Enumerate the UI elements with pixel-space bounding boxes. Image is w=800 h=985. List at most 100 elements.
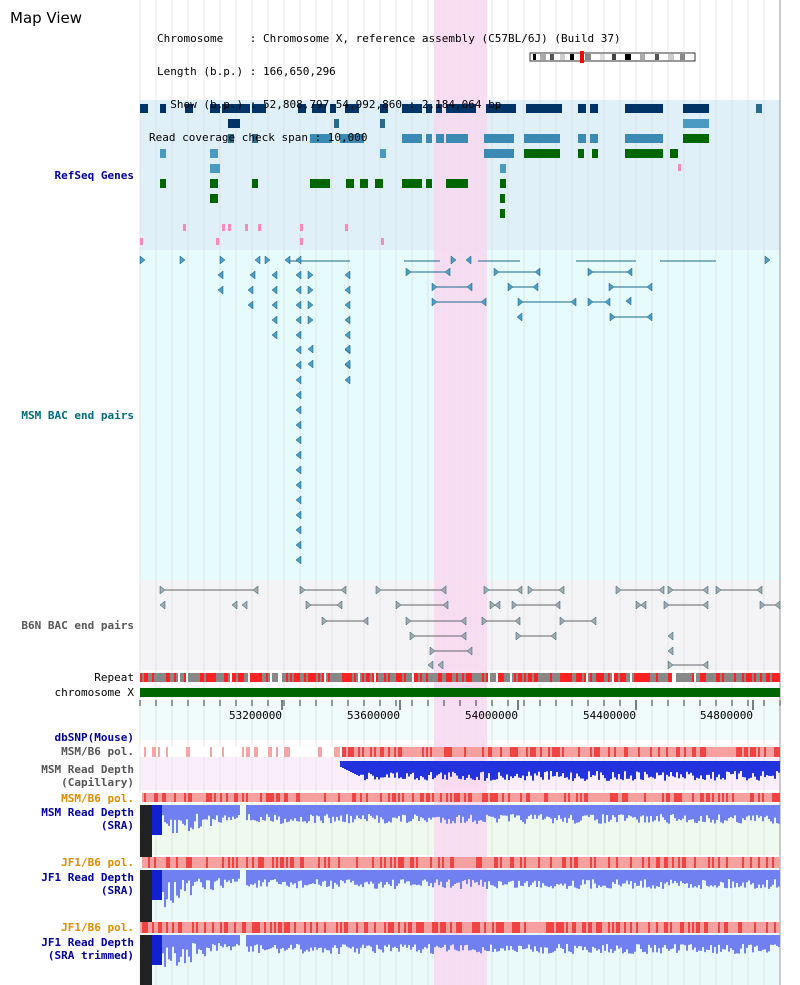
gene-block [252,179,258,188]
jf1-sra-depth-bar [260,870,262,887]
msm-sra-depth-bar [390,805,392,823]
jf1-sra-depth-bar [640,870,642,881]
jf1-b6-pol-strip-2 [238,922,240,933]
jf1-sra-depth-bar [350,870,352,883]
msm-sra-depth-bar [310,805,312,815]
track-label-msm-bac[interactable]: MSM BAC end pairs [21,409,134,422]
jf1-b6-pol-strip-2 [200,922,202,933]
jf1-sra-depth-bar [210,870,212,890]
msm-sra-depth-bar [762,805,764,822]
msm-capillary-depth-bar [694,761,696,781]
msm-capillary-depth-bar [712,761,714,772]
jf1-trim-depth-bar [218,935,220,944]
jf1-b6-pol-strip-2 [644,922,646,933]
jf1-b6-pol-strip-1 [632,857,634,868]
jf1-b6-pol-strip-2 [556,922,558,933]
gene-block [330,104,336,113]
jf1-b6-pol-strip-1 [674,857,676,868]
msm-sra-depth-bar [214,805,216,820]
ideogram-band [550,54,554,60]
jf1-b6-pol-strip-2 [720,922,722,933]
track-label-msm-b6-pol-1[interactable]: MSM/B6 pol. [61,745,134,758]
msm-capillary-depth-bar [710,761,712,779]
msm-sra-depth-bar [202,805,204,820]
track-label-jf1-b6-pol-1[interactable]: JF1/B6 pol. [61,856,134,869]
repeat-segment [468,673,470,682]
track-label-dbsnp[interactable]: dbSNP(Mouse) [54,731,134,744]
track-label-refseq[interactable]: RefSeq Genes [54,169,134,182]
jf1-b6-pol-strip-2 [144,922,146,933]
jf1-trim-depth-bar [570,935,572,953]
msm-sra-depth-bar [540,805,542,815]
b6n-bac-end [590,616,597,626]
msm-sra-depth-bar [420,805,422,818]
track-label-jf1-depth-trim[interactable]: JF1 Read Depth [41,936,134,949]
repeat-gap [586,673,588,682]
jf1-b6-pol-strip-2 [354,922,356,933]
jf1-trim-depth-bar [208,935,210,949]
ruler-label: 54400000 [583,709,636,722]
jf1-trim-depth-bar [254,935,256,946]
msm-capillary-depth-bar [718,761,720,775]
b6n-bac-end [442,600,449,610]
jf1-sra-depth-bar [278,870,280,885]
msm-b6-pol-strip-1 [440,747,442,757]
msm-sra-depth-bar [340,805,342,816]
msm-b6-pol-strip-2 [232,793,234,802]
msm-b6-pol-strip-1 [254,747,256,757]
jf1-trim-depth-bar [202,935,204,954]
msm-bac-end [295,555,302,565]
msm-b6-pol-strip-2 [598,793,600,802]
gene-block [683,134,709,143]
jf1-sra-depth-bar [676,870,678,883]
jf1-b6-pol-strip-1 [196,857,198,868]
jf1-b6-pol-strip-2 [290,922,292,933]
jf1-b6-pol-strip-2 [266,922,268,933]
jf1-trim-depth-bar [560,935,562,948]
jf1-b6-pol-strip-2 [146,922,148,933]
jf1-sra-depth-bar [564,870,566,884]
track-label-jf1-b6-pol-2[interactable]: JF1/B6 pol. [61,921,134,934]
msm-sra-depth-bar [304,805,306,822]
msm-b6-pol-strip-1 [678,747,680,757]
msm-capillary-depth-bar [642,761,644,780]
track-label-jf1-depth-sra[interactable]: JF1 Read Depth [41,871,134,884]
track-label-msm-b6-pol-2[interactable]: MSM/B6 pol. [61,792,134,805]
jf1-sra-depth-bar [164,870,166,908]
track-label-msm-depth-sra[interactable]: MSM Read Depth [41,806,134,819]
msm-b6-pol-strip-2 [218,793,220,802]
jf1-b6-pol-strip-1 [678,857,680,868]
track-label-msm-depth-cap[interactable]: MSM Read Depth [41,763,134,776]
jf1-b6-pol-strip-2 [744,922,746,933]
msm-sra-depth-bar [334,805,336,822]
jf1-sra-depth-bar [246,870,248,886]
track-label-b6n-bac[interactable]: B6N BAC end pairs [21,619,134,632]
jf1-sra-depth-bar [684,870,686,884]
jf1-b6-pol-strip-1 [206,857,208,868]
jf1-trim-depth-bar [396,935,398,948]
msm-capillary-depth-bar [488,761,490,774]
jf1-b6-pol-strip-2 [646,922,648,933]
msm-b6-pol-strip-2 [434,793,436,802]
msm-b6-pol-strip-1 [150,747,152,757]
track-label-chromosome: chromosome X [54,686,134,699]
repeat-segment [636,673,638,682]
jf1-b6-pol-strip-2 [218,922,220,933]
msm-b6-pol-strip-2 [248,793,250,802]
msm-capillary-depth-bar [396,761,398,773]
repeat-gap [694,673,696,682]
repeat-segment [746,673,748,682]
msm-b6-pol-strip-1 [676,747,678,757]
msm-capillary-depth-bar [612,761,614,773]
repeat-segment [536,673,538,682]
msm-capillary-depth-bar [342,761,344,768]
msm-b6-pol-strip-1 [772,747,774,757]
jf1-b6-pol-strip-2 [152,922,154,933]
msm-b6-pol-strip-1 [534,747,536,757]
msm-b6-pol-strip-1 [760,747,762,757]
jf1-b6-pol-strip-1 [292,857,294,868]
jf1-sra-depth-bar [778,870,780,887]
msm-capillary-depth-bar [348,761,350,771]
msm-b6-pol-strip-2 [456,793,458,802]
jf1-trim-depth-bar [162,935,164,954]
